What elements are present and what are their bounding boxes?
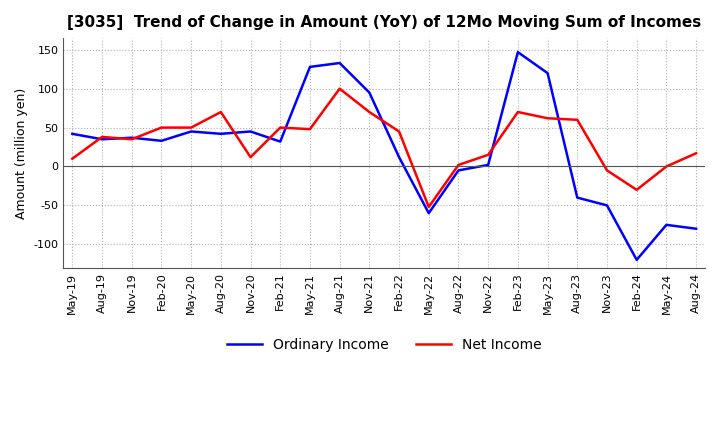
Net Income [157, 125, 166, 130]
Ordinary Income [692, 226, 701, 231]
Ordinary Income [573, 195, 582, 200]
Ordinary Income [425, 211, 433, 216]
Net Income [425, 204, 433, 209]
Ordinary Income [395, 154, 403, 160]
Net Income [513, 110, 522, 115]
Net Income [365, 110, 374, 115]
Ordinary Income [336, 60, 344, 66]
Net Income [484, 152, 492, 158]
Ordinary Income [454, 168, 463, 173]
Net Income [68, 156, 76, 161]
Net Income [395, 129, 403, 134]
Line: Net Income: Net Income [72, 89, 696, 207]
Net Income [127, 137, 136, 142]
Net Income [454, 162, 463, 168]
Ordinary Income [217, 131, 225, 136]
Ordinary Income [632, 257, 641, 263]
Net Income [217, 110, 225, 115]
Net Income [692, 150, 701, 156]
Y-axis label: Amount (million yen): Amount (million yen) [15, 87, 28, 219]
Net Income [603, 168, 611, 173]
Ordinary Income [305, 64, 314, 70]
Ordinary Income [365, 90, 374, 95]
Net Income [276, 125, 284, 130]
Ordinary Income [157, 138, 166, 143]
Ordinary Income [68, 131, 76, 136]
Net Income [186, 125, 195, 130]
Ordinary Income [513, 49, 522, 55]
Legend: Ordinary Income, Net Income: Ordinary Income, Net Income [221, 332, 547, 357]
Ordinary Income [246, 129, 255, 134]
Net Income [544, 116, 552, 121]
Ordinary Income [484, 162, 492, 168]
Ordinary Income [544, 70, 552, 76]
Title: [3035]  Trend of Change in Amount (YoY) of 12Mo Moving Sum of Incomes: [3035] Trend of Change in Amount (YoY) o… [67, 15, 701, 30]
Net Income [246, 154, 255, 160]
Ordinary Income [603, 203, 611, 208]
Net Income [573, 117, 582, 122]
Net Income [305, 127, 314, 132]
Ordinary Income [186, 129, 195, 134]
Ordinary Income [127, 135, 136, 140]
Net Income [98, 134, 107, 139]
Net Income [632, 187, 641, 192]
Ordinary Income [662, 222, 671, 227]
Ordinary Income [98, 137, 107, 142]
Line: Ordinary Income: Ordinary Income [72, 52, 696, 260]
Net Income [662, 164, 671, 169]
Net Income [336, 86, 344, 92]
Ordinary Income [276, 139, 284, 144]
